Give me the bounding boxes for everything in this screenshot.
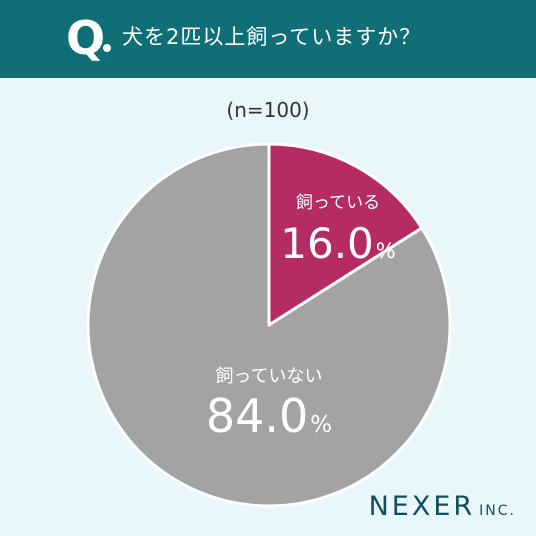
brand-suffix: INC. bbox=[479, 503, 516, 519]
pie-slice-keep bbox=[267, 142, 424, 327]
question-text: 犬を2匹以上飼っていますか？ bbox=[122, 25, 422, 49]
slice-label: 飼っていない bbox=[215, 366, 322, 387]
brand-logo: NEXER INC. bbox=[369, 491, 516, 522]
brand-name: NEXER bbox=[368, 491, 476, 522]
slice-label: 飼っている bbox=[296, 193, 380, 213]
pie-slice-not-keep bbox=[86, 142, 452, 508]
header-bar: Q 犬を2匹以上飼っていますか？ bbox=[0, 0, 536, 78]
slice-value: 16.0% bbox=[280, 219, 395, 268]
sample-size: (n=100) bbox=[226, 98, 310, 122]
q-dot bbox=[103, 44, 111, 52]
slice-value: 84.0% bbox=[206, 389, 332, 443]
q-mark: Q bbox=[66, 11, 106, 65]
